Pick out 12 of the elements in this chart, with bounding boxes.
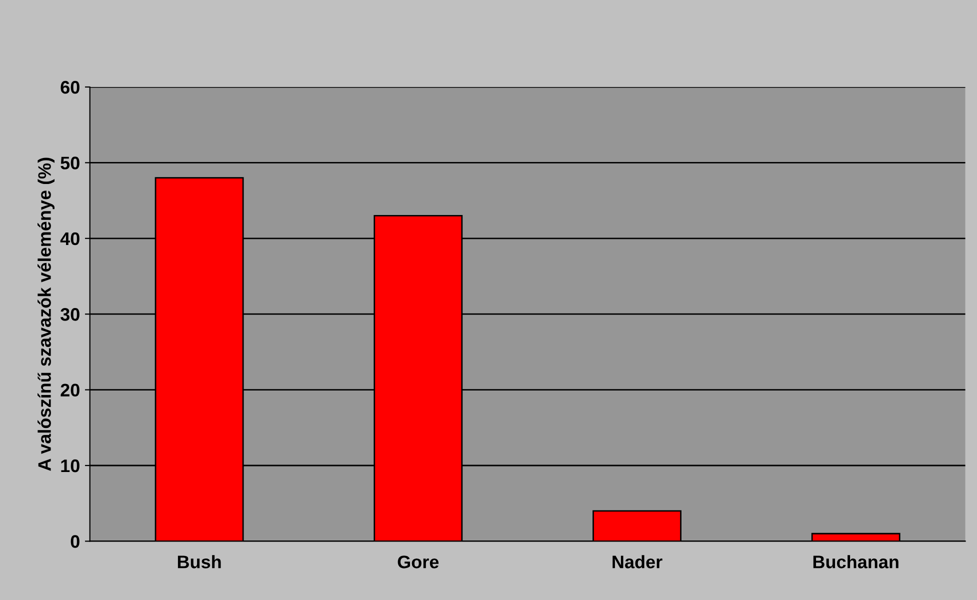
y-tick-label: 20 [60,384,80,397]
y-tick-label: 50 [60,156,80,170]
y-axis-title: A valószínű szavazók véleménye (%) [38,158,55,471]
y-tick-label: 10 [61,459,80,472]
y-tick-label: 40 [60,232,80,246]
y-tick-label: 30 [60,308,80,321]
x-tick-label: Buchanan [813,555,898,568]
x-tick-label: Bush [178,555,221,568]
x-tick-label: Gore [398,556,439,568]
y-tick-label: 60 [60,80,80,94]
x-tick-label: Nader [612,555,662,568]
y-tick-label: 0 [70,535,80,548]
